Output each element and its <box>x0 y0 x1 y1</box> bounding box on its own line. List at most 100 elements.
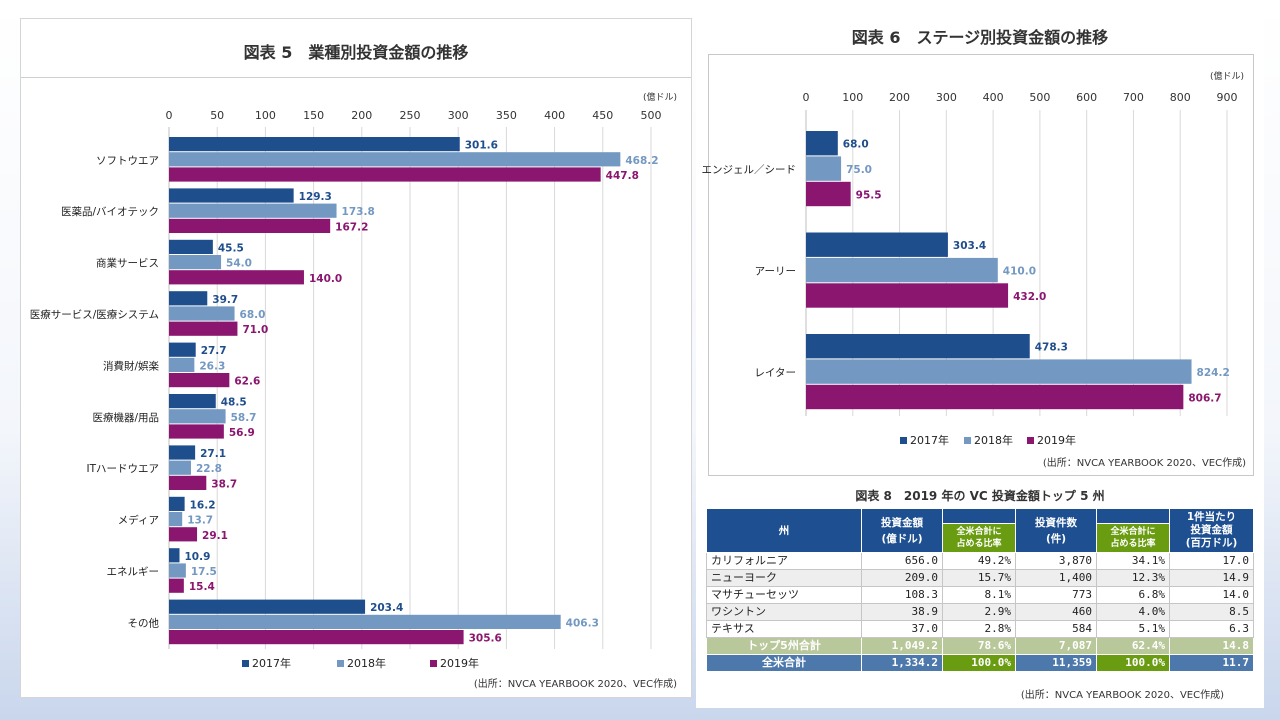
chart6-source: (出所：NVCA YEARBOOK 2020、VEC作成) <box>1042 458 1246 469</box>
data-label: 13.7 <box>187 515 213 527</box>
x-tick-label: 350 <box>496 109 517 122</box>
header-count: 投資件数 (件) <box>1015 508 1097 553</box>
legend-swatch <box>1027 437 1034 444</box>
data-label: 95.5 <box>856 190 882 202</box>
bar-2019年 <box>806 283 1009 308</box>
chart6-svg: 0 100 200 300 400 500 600 700 800 900 (億ドル) エンジェル／シ… <box>702 70 1245 447</box>
data-label: 16.2 <box>190 499 216 511</box>
bar-2017年 <box>169 239 213 254</box>
us-total-row: 全米合計 1,334.2 100.0% 11,359 100.0% 11.7 <box>706 654 1254 672</box>
x-tick-label: 600 <box>1076 91 1097 104</box>
legend-label: 2017年 <box>910 433 949 447</box>
bar-2017年 <box>806 334 1030 359</box>
state-cell: ワシントン <box>706 603 862 621</box>
x-tick-label: 0 <box>803 91 810 104</box>
x-tick-label: 200 <box>889 91 910 104</box>
header-state: 州 <box>706 508 862 553</box>
category-label: メディア <box>118 514 159 527</box>
bar-2018年 <box>169 512 183 527</box>
bar-2017年 <box>169 394 216 409</box>
data-label: 478.3 <box>1035 342 1068 354</box>
data-label: 432.0 <box>1013 291 1046 303</box>
value-cell: 14.8 <box>1169 637 1254 655</box>
bar-2019年 <box>169 527 198 542</box>
data-label: 68.0 <box>240 309 266 321</box>
value-cell: 11.7 <box>1169 654 1254 672</box>
category-label: ITハードウエア <box>86 463 159 475</box>
value-cell: 773 <box>1015 586 1097 604</box>
value-cell: 34.1% <box>1096 552 1170 570</box>
x-tick-label: 250 <box>400 109 421 122</box>
legend-label: 2018年 <box>347 656 386 670</box>
x-tick-label: 0 <box>166 109 173 122</box>
bar-2019年 <box>169 321 238 336</box>
bar-2017年 <box>806 131 838 156</box>
category-label: 商業サービス <box>96 257 159 270</box>
x-tick-label: 200 <box>351 109 372 122</box>
state-cell: カリフォルニア <box>706 552 862 570</box>
x-tick-label: 500 <box>1029 91 1050 104</box>
value-cell: 1,049.2 <box>861 637 943 655</box>
data-label: 173.8 <box>342 206 375 218</box>
bar-2019年 <box>169 475 207 490</box>
x-tick-label: 400 <box>983 91 1004 104</box>
value-cell: 2.8% <box>942 620 1016 638</box>
category-label: レイター <box>754 367 796 379</box>
legend-label: 2018年 <box>974 433 1013 447</box>
bar-2017年 <box>169 137 460 152</box>
category-label: その他 <box>128 616 160 629</box>
header-count-share: 全米合計に 占める比率 <box>1096 523 1170 553</box>
x-tick-label: 150 <box>303 109 324 122</box>
chart5-source: (出所：NVCA YEARBOOK 2020、VEC作成) <box>473 679 677 690</box>
value-cell: 5.1% <box>1096 620 1170 638</box>
bar-2017年 <box>169 548 180 563</box>
data-label: 806.7 <box>1188 393 1221 405</box>
bar-2019年 <box>806 384 1184 410</box>
header-amount-share: 全米合計に 占める比率 <box>942 523 1016 553</box>
data-label: 10.9 <box>185 551 211 563</box>
header-per-deal: 1件当たり 投資金額 (百万ドル) <box>1169 508 1254 553</box>
data-label: 58.7 <box>231 412 257 424</box>
data-label: 27.7 <box>201 345 227 357</box>
value-cell: 100.0% <box>942 654 1016 672</box>
axis-unit-label: (億ドル) <box>643 91 677 103</box>
header-spacer-1 <box>942 508 1016 524</box>
value-cell: 7,087 <box>1015 637 1097 655</box>
value-cell: 37.0 <box>861 620 943 638</box>
value-cell: 209.0 <box>861 569 943 587</box>
bar-2019年 <box>169 270 304 285</box>
bar-2018年 <box>169 357 195 372</box>
legend-swatch <box>430 660 437 667</box>
value-cell: 11,359 <box>1015 654 1097 672</box>
chart5-panel: 図表 5 業種別投資金額の推移 0 50 100 150 200 250 300 350 400… <box>20 18 692 698</box>
bar-2017年 <box>169 445 196 460</box>
x-tick-label: 900 <box>1217 91 1238 104</box>
data-label: 406.3 <box>566 617 599 629</box>
table-row: テキサス 37.0 2.8% 584 5.1% 6.3 <box>706 620 1254 638</box>
value-cell: 14.0 <box>1169 586 1254 604</box>
x-tick-label: 50 <box>210 109 224 122</box>
bar-2018年 <box>169 306 235 321</box>
category-label: エンジェル／シード <box>702 164 797 176</box>
category-label: 医療機器/用品 <box>92 411 159 424</box>
chart6-title: 図表 6 ステージ別投資金額の推移 <box>851 28 1109 47</box>
value-cell: 17.0 <box>1169 552 1254 570</box>
category-label: エネルギー <box>107 566 160 578</box>
bar-2018年 <box>169 614 561 629</box>
chart6-panel: 図表 6 ステージ別投資金額の推移 0 100 200 300 400 500 600 700… <box>696 12 1264 484</box>
data-label: 62.6 <box>234 376 260 388</box>
vc-top5-table: 州 投資金額 (億ドル) 投資件数 (件) 1件当たり 投資金額 (百万ドル) … <box>706 508 1254 672</box>
bar-2018年 <box>806 156 842 181</box>
bar-2019年 <box>169 373 230 388</box>
axis-unit-label: (億ドル) <box>1210 70 1244 82</box>
legend-label: 2019年 <box>440 656 479 670</box>
value-cell: 6.3 <box>1169 620 1254 638</box>
value-cell: 8.1% <box>942 586 1016 604</box>
data-label: 410.0 <box>1003 266 1036 278</box>
bar-2017年 <box>169 188 294 203</box>
header-amount: 投資金額 (億ドル) <box>861 508 943 553</box>
bar-2019年 <box>169 578 184 593</box>
data-label: 71.0 <box>242 324 268 336</box>
bar-2017年 <box>169 291 208 306</box>
category-label: 消費財/娯楽 <box>103 359 160 372</box>
